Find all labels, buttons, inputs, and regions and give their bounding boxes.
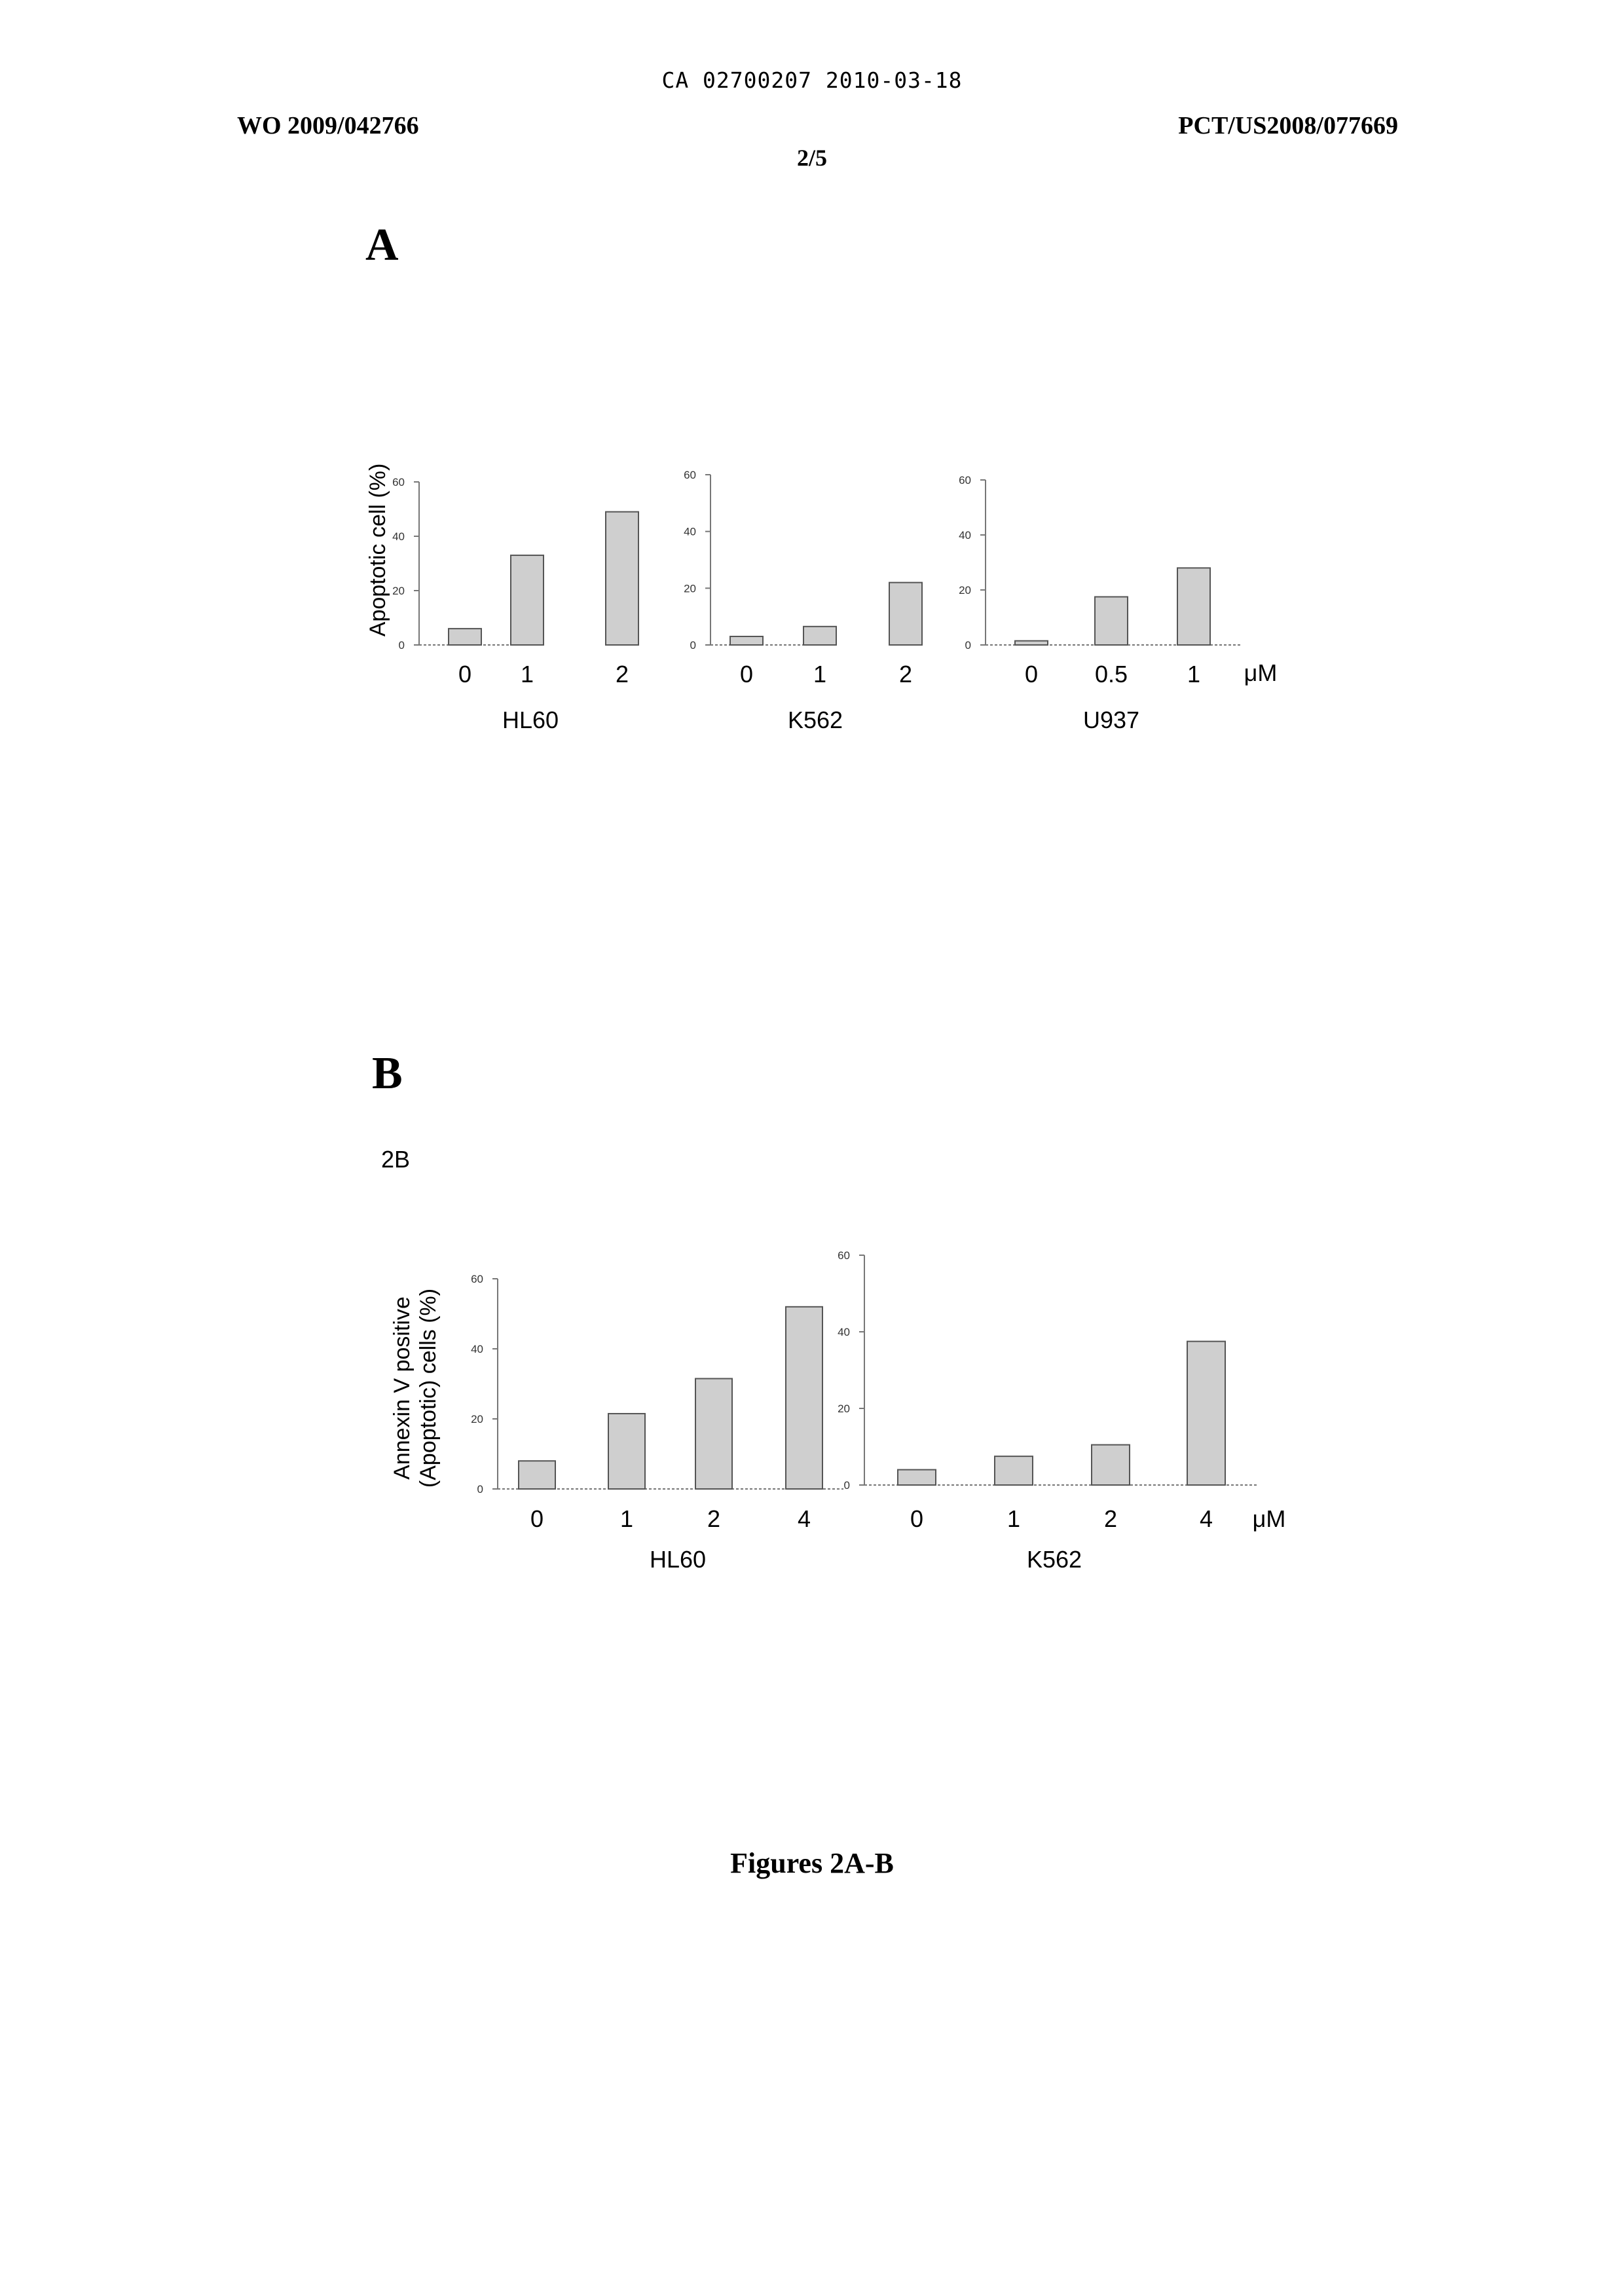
bar [606, 512, 638, 645]
y-tick-label: 20 [959, 584, 971, 596]
bar [1095, 597, 1128, 646]
y-tick-label: 40 [392, 530, 405, 543]
y-tick-label: 60 [684, 469, 696, 481]
bar [1015, 641, 1048, 645]
chart-group: 0204060012HL600204060012K562020406000.51… [392, 469, 1259, 1573]
x-tick-label: 1 [521, 661, 534, 688]
y-tick-label: 20 [392, 585, 405, 597]
y-tick-label: 0 [844, 1479, 850, 1492]
x-tick-label: 0 [530, 1505, 544, 1532]
bar [995, 1456, 1033, 1485]
bar [889, 583, 922, 645]
bar [1092, 1445, 1130, 1485]
y-tick-label: 40 [959, 529, 971, 541]
x-tick-label: 1 [1187, 661, 1200, 688]
y-tick-label: 40 [838, 1326, 850, 1338]
bar [519, 1461, 555, 1489]
y-tick-label: 0 [399, 639, 405, 651]
y-tick-label: 20 [838, 1403, 850, 1415]
bar [786, 1307, 822, 1489]
cell-line-label: U937 [1083, 706, 1139, 733]
panel-b-unit: μM [1253, 1505, 1286, 1532]
x-tick-label: 2 [1104, 1505, 1117, 1532]
y-tick-label: 60 [959, 474, 971, 486]
panel-b-ylabel-line1: Annexin V positive [390, 1296, 415, 1480]
x-tick-label: 0 [458, 661, 471, 688]
x-tick-label: 4 [798, 1505, 811, 1532]
bar [511, 555, 544, 645]
y-tick-label: 60 [838, 1249, 850, 1262]
y-tick-label: 60 [392, 476, 405, 488]
bar [608, 1414, 645, 1489]
x-tick-label: 2 [616, 661, 629, 688]
x-tick-label: 0 [910, 1505, 923, 1532]
x-tick-label: 1 [620, 1505, 633, 1532]
figure-caption: Figures 2A-B [0, 1846, 1624, 1880]
x-tick-label: 0 [740, 661, 753, 688]
y-tick-label: 60 [471, 1273, 483, 1285]
bar [1187, 1342, 1225, 1485]
x-tick-label: 4 [1200, 1505, 1213, 1532]
y-tick-label: 40 [684, 526, 696, 538]
cell-line-label: HL60 [502, 706, 559, 733]
bar [730, 636, 763, 645]
x-tick-label: 2 [899, 661, 912, 688]
panel-a-ylabel: Apoptotic cell (%) [365, 464, 390, 637]
bar [1177, 568, 1210, 645]
x-tick-label: 2 [707, 1505, 720, 1532]
cell-line-label: K562 [1027, 1546, 1082, 1573]
panel-b-ylabel-line2: (Apoptotic) cells (%) [416, 1289, 441, 1488]
y-tick-label: 0 [477, 1483, 483, 1495]
y-tick-label: 0 [965, 639, 971, 651]
panel-a-unit: μM [1244, 659, 1278, 686]
y-tick-label: 40 [471, 1343, 483, 1355]
cell-line-label: HL60 [650, 1546, 706, 1573]
bar [803, 627, 836, 645]
y-tick-label: 0 [690, 639, 696, 651]
bar [695, 1378, 732, 1489]
x-tick-label: 1 [813, 661, 826, 688]
x-tick-label: 0 [1025, 661, 1038, 688]
bar [449, 629, 481, 645]
y-tick-label: 20 [471, 1413, 483, 1425]
bar [898, 1470, 936, 1485]
x-tick-label: 1 [1007, 1505, 1020, 1532]
cell-line-label: K562 [788, 706, 843, 733]
x-tick-label: 0.5 [1095, 661, 1128, 688]
y-tick-label: 20 [684, 582, 696, 595]
